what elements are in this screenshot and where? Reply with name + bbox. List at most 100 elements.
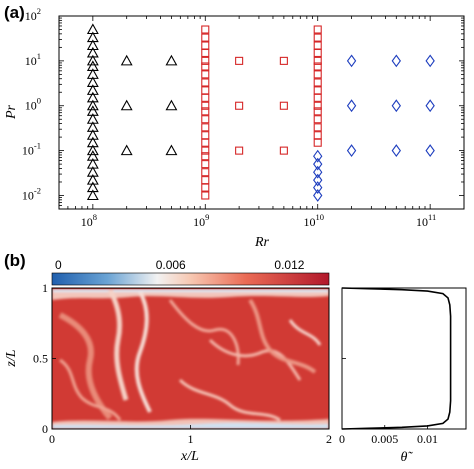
square-marker [313, 123, 322, 132]
profile-x-axis-title: θ̃ [401, 450, 414, 465]
square-marker [201, 93, 210, 102]
square-marker [313, 70, 322, 79]
square-marker [201, 78, 210, 87]
square-marker [313, 41, 322, 50]
square-marker [201, 138, 210, 147]
square-marker [201, 168, 210, 177]
diamond-marker [391, 99, 401, 113]
triangle-marker [86, 173, 99, 185]
colorbar-tick-label: 0.012 [274, 258, 304, 272]
field-x-tick-label: 0 [49, 432, 55, 446]
field-ticks: 0 1 2 0 0.5 1 [33, 281, 332, 446]
triangle-marker [120, 99, 133, 111]
triangle-marker [86, 84, 99, 95]
triangle-marker [165, 54, 178, 66]
diamond-marker [425, 54, 435, 68]
square-marker [313, 107, 322, 116]
scatter-frame [58, 15, 465, 210]
triangle-marker [86, 68, 99, 79]
scatter-ticks: 108 109 1010 1011 10-2 10-1 100 101 102 [22, 6, 465, 229]
triangle-marker [86, 31, 99, 43]
diamond-marker [313, 157, 323, 171]
square-marker [313, 131, 322, 140]
triangle-marker [165, 144, 178, 156]
triangle-marker [86, 136, 99, 148]
scatter-x-tick-label: 1011 [416, 212, 436, 229]
square-marker [201, 160, 210, 169]
profile-line [341, 287, 452, 430]
triangle-marker [86, 91, 99, 103]
diamond-marker [346, 144, 357, 158]
scatter-y-tick-label: 101 [25, 51, 41, 68]
colorbar-labels: 0 0.006 0.012 [55, 258, 305, 272]
field-y-tick-label: 0 [42, 422, 48, 436]
triangle-marker [86, 76, 99, 88]
square-marker [279, 56, 288, 65]
diamond-marker [425, 144, 435, 158]
square-marker [201, 146, 210, 155]
diamond-marker [346, 99, 357, 113]
square-marker [201, 152, 210, 161]
triangle-marker [165, 99, 178, 111]
triangle-marker [86, 129, 99, 140]
triangle-marker [86, 189, 99, 201]
diamond-marker [313, 189, 323, 202]
square-marker [313, 101, 322, 110]
triangle-marker [86, 144, 99, 156]
square-marker [201, 33, 210, 42]
diamond-marker [391, 54, 401, 68]
temperature-field-panel: 0 0.006 0.012 0 1 200.51 x/L z/L [4, 258, 332, 464]
triangle-marker [86, 181, 99, 193]
diamond-marker [313, 165, 323, 179]
triangle-marker [86, 54, 99, 66]
colorbar-tick-label: 0.006 [156, 258, 186, 272]
field-x-tick-label: 2 [326, 432, 332, 446]
square-marker [201, 25, 210, 34]
diamond-marker [346, 54, 357, 68]
square-marker [313, 93, 322, 102]
square-marker [201, 131, 210, 140]
mean-temperature-profile: 0 0.005 0.01 θ̃ [339, 287, 467, 465]
triangle-marker [86, 60, 99, 72]
square-marker [201, 41, 210, 50]
regime-scatter-plot: 108 109 1010 1011 10-2 10-1 100 101 102 Rr Pr [4, 6, 465, 250]
profile-x-tick-label: 0 [339, 432, 345, 446]
panel-a-label: (a) [4, 3, 25, 22]
diamond-marker [313, 149, 323, 163]
field-y-tick-label: 0.5 [33, 352, 48, 366]
square-marker [313, 115, 322, 124]
scatter-y-tick-label: 100 [25, 96, 41, 113]
diamond-marker [391, 144, 401, 158]
square-marker [201, 101, 210, 110]
scatter-markers [86, 23, 435, 202]
square-marker [313, 33, 322, 42]
triangle-marker [120, 54, 133, 66]
scatter-y-tick-label: 10-2 [22, 185, 41, 202]
square-marker [235, 101, 244, 110]
field-y-axis-title: z/L [4, 349, 19, 367]
panel-b-label: (b) [4, 251, 26, 270]
triangle-marker [120, 144, 133, 156]
triangle-marker [86, 105, 99, 116]
square-marker [313, 86, 322, 95]
field-y-tick-label: 1 [42, 281, 48, 295]
triangle-marker [86, 157, 99, 169]
triangle-marker [86, 166, 99, 177]
square-marker [313, 62, 322, 71]
scatter-x-tick-label: 108 [81, 212, 97, 229]
profile-ticks: 0 0.005 0.01 [339, 287, 438, 446]
colorbar [51, 272, 330, 286]
square-marker [313, 48, 322, 58]
triangle-marker [86, 150, 99, 161]
profile-frame [341, 287, 467, 430]
temperature-field [52, 288, 329, 429]
diamond-marker [425, 99, 435, 113]
square-marker [313, 138, 322, 147]
triangle-marker [86, 99, 99, 111]
triangle-marker [86, 121, 99, 132]
triangle-marker [86, 23, 99, 35]
square-marker [201, 56, 210, 65]
diamond-marker [313, 181, 323, 195]
square-marker [279, 101, 288, 110]
square-marker [201, 123, 210, 132]
